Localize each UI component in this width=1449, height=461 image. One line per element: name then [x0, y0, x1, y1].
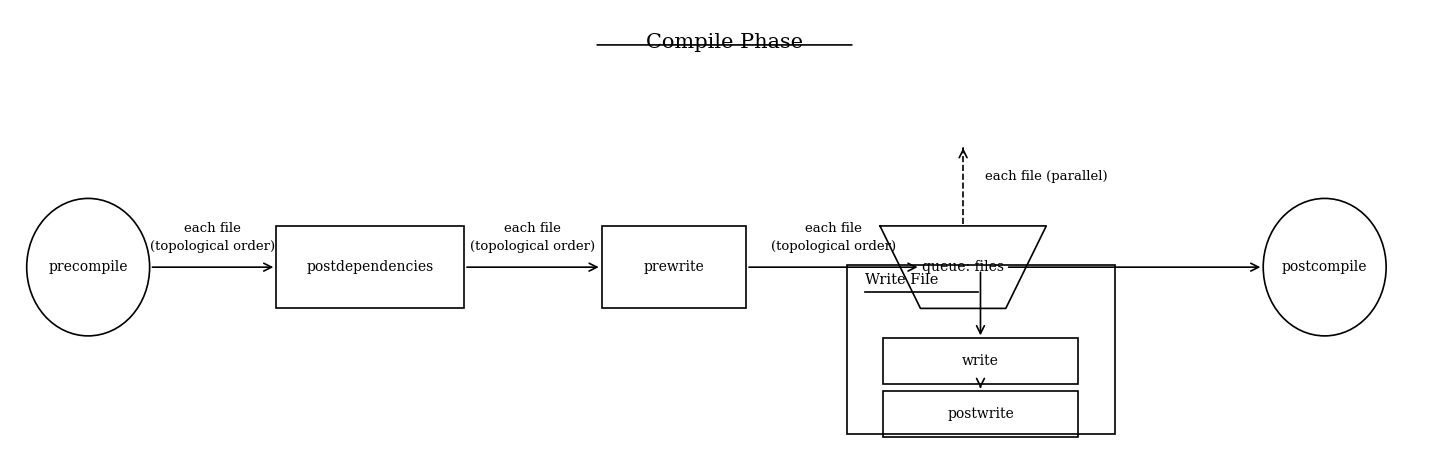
Text: each file (parallel): each file (parallel): [985, 170, 1107, 183]
Text: postdependencies: postdependencies: [307, 260, 433, 274]
Text: postcompile: postcompile: [1282, 260, 1368, 274]
Text: (topological order): (topological order): [771, 240, 895, 254]
Text: each file: each file: [184, 222, 242, 235]
Bar: [882, 391, 1078, 437]
Text: Write File: Write File: [865, 273, 938, 287]
Bar: [601, 226, 746, 308]
Text: (topological order): (topological order): [151, 240, 275, 254]
Text: postwrite: postwrite: [948, 407, 1014, 421]
Text: queue: files: queue: files: [922, 260, 1004, 274]
Text: prewrite: prewrite: [643, 260, 704, 274]
Bar: [882, 338, 1078, 384]
Text: each file: each file: [804, 222, 862, 235]
Text: Compile Phase: Compile Phase: [646, 34, 803, 53]
Bar: [848, 265, 1114, 434]
Text: write: write: [962, 354, 998, 368]
Text: each file: each file: [504, 222, 561, 235]
Text: (topological order): (topological order): [471, 240, 596, 254]
Text: precompile: precompile: [48, 260, 128, 274]
Bar: [277, 226, 464, 308]
